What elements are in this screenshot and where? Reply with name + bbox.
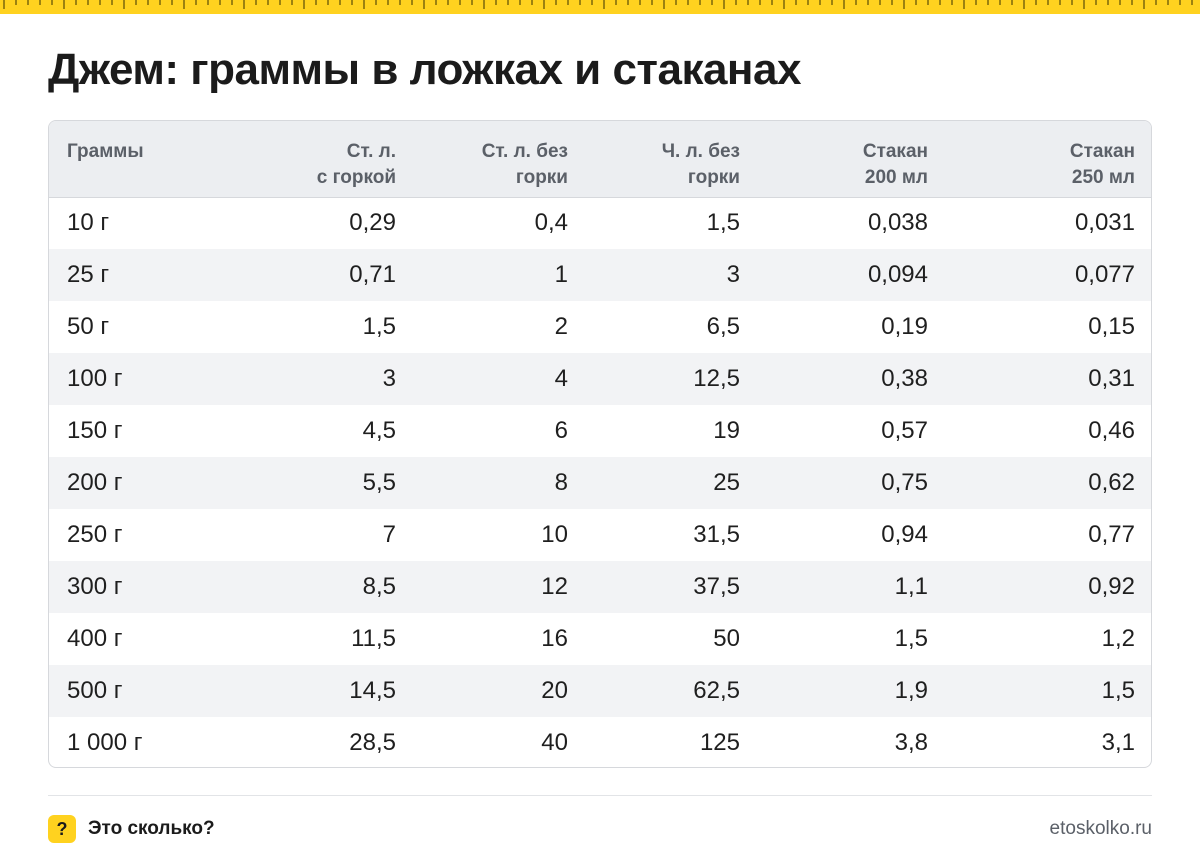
table-row: 100 г 3 4 12,5 0,38 0,31 [49,353,1151,405]
table-cell: 50 г [67,313,110,340]
table-cell: 0,4 [534,209,568,237]
table-cell: 0,94 [881,521,928,548]
header-tsp-level: Ч. л. без горки [586,121,758,198]
table-row: 25 г 0,71 1 3 0,094 0,077 [49,249,1151,301]
table-cell: 3,8 [894,729,928,756]
table-cell: 250 г [67,521,123,548]
table-cell: 8,5 [362,573,396,600]
table-cell: 1,2 [1101,625,1135,652]
table-row: 300 г 8,5 12 37,5 1,1 0,92 [49,561,1151,613]
table-cell: 0,75 [881,469,928,496]
table-row: 250 г 7 10 31,5 0,94 0,77 [49,509,1151,561]
table-cell: 300 г [67,573,123,600]
table-cell: 1,5 [1101,677,1135,704]
table-cell: 12,5 [693,365,740,392]
table-cell: 3 [382,365,396,392]
table-cell: 100 г [67,365,123,392]
table-cell: 0,77 [1088,521,1135,548]
footer-divider [48,795,1152,796]
table-header-row: Граммы Ст. л. с горкой Ст. л. без горки Ч.… [49,121,1151,198]
table-cell: 4,5 [362,417,396,444]
table-row: 500 г 14,5 20 62,5 1,9 1,5 [49,665,1151,717]
table-cell: 31,5 [693,521,740,548]
header-tbsp-heaped: Ст. л. с горкой [229,121,414,198]
table-cell: 10 [541,521,568,548]
ruler-ticks [3,0,1193,9]
table-cell: 1,5 [706,209,740,237]
header-cup-250: Стакан 250 мл [946,121,1151,198]
table-cell: 0,71 [349,261,396,288]
header-grams: Граммы [49,121,229,198]
table-cell: 0,31 [1088,365,1135,392]
table-cell: 500 г [67,677,123,704]
table-cell: 200 г [67,469,123,496]
table-cell: 1,1 [894,573,928,600]
table-cell: 0,46 [1088,417,1135,444]
table-cell: 6 [554,417,568,444]
table-cell: 28,5 [349,729,396,756]
brand: ? Это сколько? [48,815,215,843]
table-cell: 1,5 [362,313,396,340]
table-cell: 0,29 [349,209,396,237]
table-cell: 0,62 [1088,469,1135,496]
table-cell: 62,5 [693,677,740,704]
table-row: 150 г 4,5 6 19 0,57 0,46 [49,405,1151,457]
table-row: 200 г 5,5 8 25 0,75 0,62 [49,457,1151,509]
table-cell: 125 [699,729,740,756]
table-body: 10 г 0,29 0,4 1,5 0,038 0,031 25 г 0,71 1 3 0,094 0… [49,197,1151,767]
table-cell: 0,19 [881,313,928,340]
table-cell: 50 [713,625,740,652]
table-cell: 1,5 [894,625,928,652]
table-cell: 5,5 [362,469,396,496]
table-cell: 400 г [67,625,123,652]
table-cell: 3 [726,261,740,288]
table-cell: 0,38 [881,365,928,392]
conversion-table-card: Граммы Ст. л. с горкой Ст. л. без горки Ч.… [48,120,1152,768]
table-cell: 0,57 [881,417,928,444]
table-cell: 40 [541,729,568,756]
table-cell: 25 г [67,261,110,288]
table-cell: 20 [541,677,568,704]
table-cell: 0,92 [1088,573,1135,600]
table-cell: 1 000 г [67,729,143,756]
table-row: 50 г 1,5 2 6,5 0,19 0,15 [49,301,1151,353]
table-cell: 3,1 [1101,729,1135,756]
table-cell: 1,9 [894,677,928,704]
table-cell: 0,077 [1074,261,1135,288]
table-row: 10 г 0,29 0,4 1,5 0,038 0,031 [49,197,1151,249]
table-cell: 6,5 [706,313,740,340]
table-cell: 7 [382,521,396,548]
site-url[interactable]: etoskolko.ru [1049,818,1152,839]
table-cell: 14,5 [349,677,396,704]
table-cell: 16 [541,625,568,652]
table-cell: 0,031 [1074,209,1135,237]
table-cell: 37,5 [693,573,740,600]
table-cell: 8 [554,469,568,496]
ruler-strip [0,0,1200,14]
table-cell: 11,5 [351,625,396,652]
table-row: 1 000 г 28,5 40 125 3,8 3,1 [49,717,1151,767]
table-cell: 12 [541,573,568,600]
header-tbsp-level: Ст. л. без горки [414,121,586,198]
table-cell: 150 г [67,417,123,444]
table-cell: 25 [713,469,740,496]
conversion-table: Граммы Ст. л. с горкой Ст. л. без горки Ч.… [49,121,1151,767]
table-cell: 19 [713,417,740,444]
header-cup-200: Стакан 200 мл [758,121,946,198]
page-title: Джем: граммы в ложках и стаканах [48,45,801,94]
table-cell: 2 [554,313,568,340]
table-cell: 1 [554,261,568,288]
table-cell: 0,094 [867,261,928,288]
table-cell: 4 [554,365,568,392]
brand-name: Это сколько? [88,818,215,839]
table-cell: 10 г [67,209,110,237]
question-mark-icon: ? [48,815,76,843]
table-cell: 0,038 [867,209,928,237]
table-row: 400 г 11,5 16 50 1,5 1,2 [49,613,1151,665]
table-cell: 0,15 [1088,313,1135,340]
